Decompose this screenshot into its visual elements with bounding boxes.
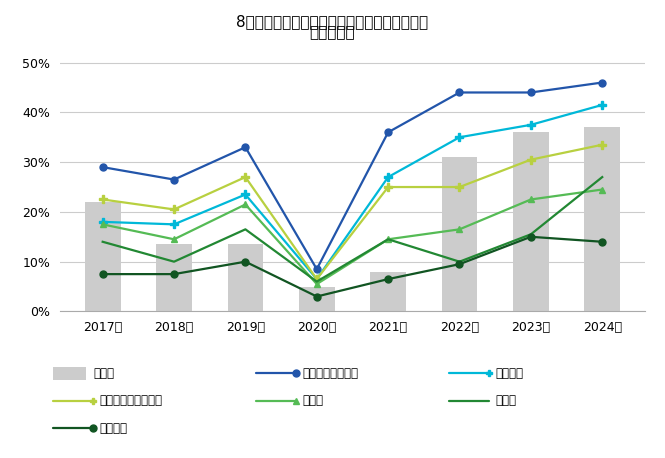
Text: 営業系: 営業系 xyxy=(495,394,517,407)
Text: フード系: フード系 xyxy=(495,367,523,380)
Bar xyxy=(85,202,120,311)
Text: （職種別）: （職種別） xyxy=(310,25,355,40)
Bar xyxy=(442,157,477,311)
Bar xyxy=(227,244,263,311)
Text: 事務系: 事務系 xyxy=(303,394,324,407)
Text: 販売・サービス系: 販売・サービス系 xyxy=(303,367,358,380)
Text: 職種計: 職種計 xyxy=(93,367,114,380)
Bar xyxy=(585,127,620,311)
Text: 専門職系: 専門職系 xyxy=(100,422,128,435)
Text: 製造・物流・清掃系: 製造・物流・清掃系 xyxy=(100,394,163,407)
Bar xyxy=(156,244,192,311)
Text: 8月時点で改定後最低賃金を下回る求人の割合: 8月時点で改定後最低賃金を下回る求人の割合 xyxy=(237,14,428,29)
Bar xyxy=(370,272,406,311)
Bar xyxy=(513,132,549,311)
Bar xyxy=(299,287,334,311)
